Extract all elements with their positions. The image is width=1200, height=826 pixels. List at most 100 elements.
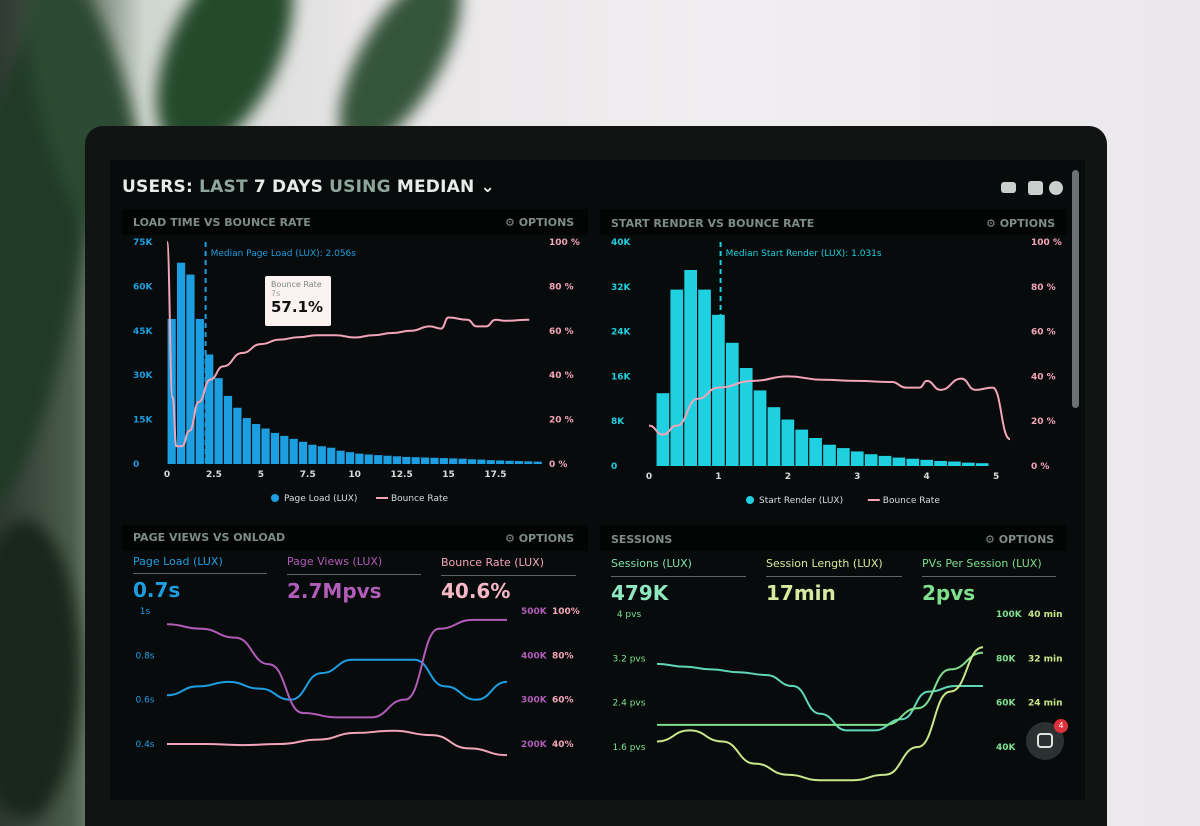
histogram-bar: [486, 460, 495, 464]
page-title[interactable]: USERS: LAST 7 DAYS USING MEDIAN ⌄: [122, 177, 495, 197]
histogram-bar: [298, 441, 308, 464]
histogram-bar: [670, 289, 684, 466]
options-label: OPTIONS: [999, 217, 1056, 230]
histogram-bar: [374, 455, 383, 464]
histogram-bar: [850, 451, 864, 466]
x-tick-label: 5: [258, 470, 264, 480]
histogram-bar: [205, 354, 214, 464]
histogram-bar: [214, 378, 223, 464]
options-button[interactable]: ⚙ OPTIONS: [986, 217, 1055, 230]
histogram-bar: [392, 456, 402, 464]
histogram-bar: [270, 432, 280, 464]
kpi-value: 2.7Mpvs: [287, 579, 382, 603]
gear-icon: ⚙: [986, 217, 1000, 230]
y-tick-label: 2.4 pvs: [613, 699, 646, 709]
histogram-bar: [524, 461, 533, 464]
y3-tick-label: 24 min: [1028, 699, 1063, 709]
y-tick-label: 1s: [140, 607, 151, 617]
x-tick-label: 3: [854, 472, 860, 482]
series-line: [656, 662, 983, 732]
scrollbar[interactable]: [1072, 170, 1079, 408]
y2-tick-label: 100 %: [1031, 238, 1062, 248]
histogram-bar: [864, 454, 878, 466]
y2-tick-label: 400K: [521, 651, 548, 661]
legend-dot: [271, 494, 279, 502]
tooltip-label: Bounce Rate: [271, 280, 322, 289]
legend-label: Bounce Rate: [391, 494, 449, 504]
histogram-bar: [823, 444, 836, 466]
options-label: OPTIONS: [998, 533, 1055, 546]
histogram-bar: [345, 452, 355, 464]
help-icon[interactable]: [1049, 181, 1063, 195]
histogram-bar: [477, 459, 486, 464]
series-line: [166, 618, 507, 719]
y-tick-label: 40K: [611, 238, 632, 248]
y3-tick-label: 100%: [552, 607, 580, 617]
y2-tick-label: 60K: [996, 699, 1017, 709]
x-tick-label: 2: [785, 472, 791, 482]
kpi-label: Page Load (LUX): [133, 555, 223, 568]
histogram-bar: [327, 447, 336, 464]
y2-tick-label: 0 %: [549, 460, 567, 470]
histogram-bar: [809, 438, 822, 466]
y2-tick-label: 0 %: [1031, 462, 1049, 472]
chart-tooltip: Bounce Rate 7s 57.1%: [265, 276, 331, 326]
share-icon[interactable]: [1028, 181, 1043, 195]
kpi-label: Sessions (LUX): [611, 557, 692, 570]
y2-tick-label: 500K: [521, 607, 548, 617]
title-users: USERS:: [122, 177, 193, 197]
y2-tick-label: 20 %: [1031, 417, 1056, 427]
kpi-value: 479K: [611, 581, 669, 605]
histogram-bar: [308, 444, 317, 464]
y2-tick-label: 60 %: [1031, 328, 1056, 338]
series-line: [167, 729, 508, 757]
y-tick-label: 0: [133, 460, 139, 470]
y2-tick-label: 80K: [996, 654, 1017, 664]
options-button[interactable]: ⚙ OPTIONS: [985, 533, 1054, 546]
bounce-rate-line: [648, 375, 1011, 441]
histogram-bar: [892, 457, 906, 466]
y-tick-label: 30K: [133, 371, 154, 381]
x-tick-label: 2.5: [206, 470, 222, 480]
y2-tick-label: 40K: [996, 743, 1017, 753]
y2-tick-label: 60 %: [549, 327, 574, 337]
histogram-bar: [252, 424, 261, 464]
histogram-bar: [739, 368, 753, 466]
title-metric[interactable]: MEDIAN: [396, 177, 475, 197]
y-tick-label: 75K: [133, 238, 154, 248]
x-tick-label: 0: [164, 470, 170, 480]
histogram-bar: [383, 455, 392, 464]
panel-header-load: [122, 209, 588, 235]
notification-badge: 4: [1054, 719, 1068, 733]
y-tick-label: 32K: [611, 283, 632, 293]
histogram-bar: [223, 395, 233, 464]
y2-tick-label: 300K: [521, 696, 548, 706]
tooltip-value: 57.1%: [271, 298, 324, 316]
histogram-bar: [725, 342, 739, 466]
kpi-label: Page Views (LUX): [287, 555, 383, 568]
histogram-bar: [176, 262, 186, 464]
title-range[interactable]: 7 DAYS: [253, 177, 324, 197]
chevron-down-icon[interactable]: ⌄: [480, 177, 495, 197]
gear-icon: ⚙: [985, 533, 999, 546]
x-tick-label: 15: [442, 470, 455, 480]
histogram-bar: [280, 435, 289, 464]
legend-label: Page Load (LUX): [284, 494, 357, 504]
tooltip-x: 7s: [271, 289, 281, 298]
y-tick-label: 0.6s: [135, 696, 154, 706]
x-tick-label: 0: [646, 472, 652, 482]
y3-tick-label: 80%: [552, 651, 574, 661]
kpi-value: 17min: [766, 581, 836, 605]
histogram-bar: [186, 274, 195, 464]
y3-tick-label: 40%: [552, 740, 574, 750]
panel-header-sessions: [600, 525, 1066, 551]
y2-tick-label: 80 %: [1031, 283, 1056, 293]
histogram-bar: [684, 270, 697, 466]
monitor-icon[interactable]: [1001, 182, 1016, 193]
panel-title: START RENDER VS BOUNCE RATE: [611, 217, 815, 230]
y3-tick-label: 60%: [552, 696, 574, 706]
histogram-bar: [364, 454, 373, 464]
options-button[interactable]: ⚙ OPTIONS: [505, 532, 574, 545]
options-button[interactable]: ⚙ OPTIONS: [505, 216, 574, 229]
x-tick-label: 10: [348, 470, 361, 480]
